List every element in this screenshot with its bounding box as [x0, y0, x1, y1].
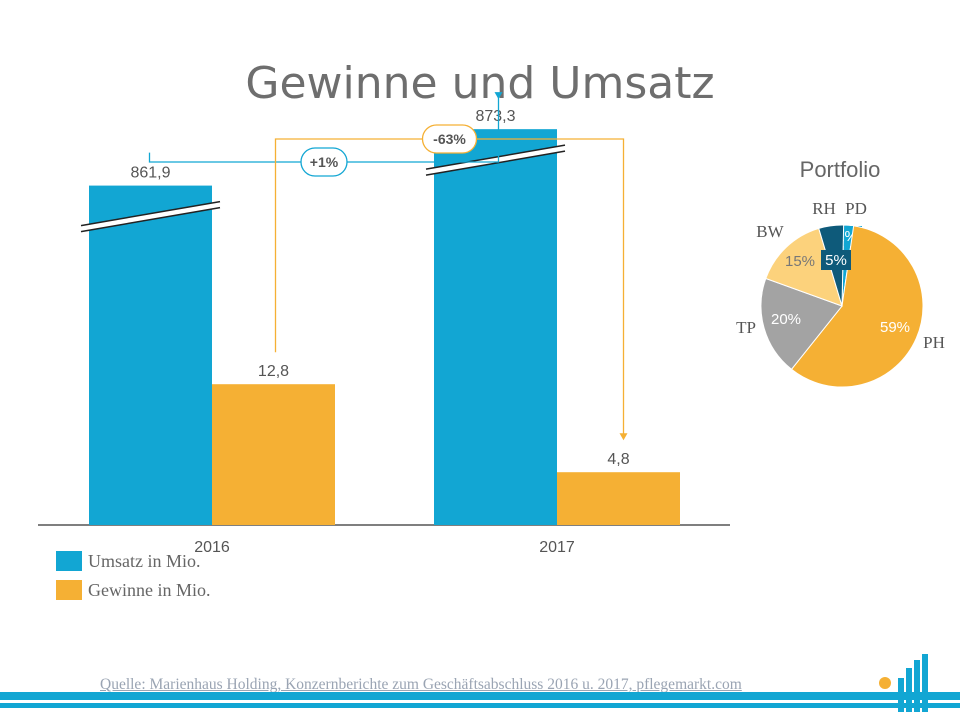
axis-break-line: [425, 150, 566, 176]
data-label: 4,8: [607, 451, 629, 468]
axis-break-gap: [426, 145, 565, 176]
pie-category-label: PH: [923, 333, 945, 352]
pie-slice-tp: [760, 277, 843, 371]
bar-gewinne-2016: [212, 384, 335, 525]
legend-label-umsatz: Umsatz in Mio.: [88, 551, 201, 571]
pie-value-label: 59%: [880, 319, 910, 336]
pie-title: Portfolio: [799, 157, 881, 182]
source-note: Quelle: Marienhaus Holding, Konzernberic…: [100, 676, 742, 693]
change-badge: [300, 147, 348, 177]
axis-break-line: [80, 206, 221, 233]
data-label: 873,3: [475, 108, 515, 125]
legend-swatch-umsatz: [56, 551, 82, 571]
pie-value-label: 20%: [771, 311, 801, 328]
pie-category-label: TP: [736, 318, 756, 337]
pie-slice-bw: [765, 227, 843, 307]
arrow-head-icon: [494, 92, 503, 100]
legend-swatch-gewinne: [56, 580, 82, 600]
pie-value-bg: [821, 250, 851, 270]
bar-gewinne-2017: [557, 472, 680, 525]
axis-break-line: [425, 144, 566, 170]
pie-value-label: 5%: [825, 252, 847, 269]
x-tick-label: 2016: [194, 539, 230, 556]
axis-break-line: [80, 200, 221, 227]
change-badge: [421, 124, 478, 154]
arrow-head-icon: [619, 433, 628, 441]
change-badge-label: +1%: [310, 154, 339, 170]
data-label: 12,8: [258, 363, 289, 380]
data-label: 861,9: [130, 165, 170, 182]
change-badge-label: -63%: [433, 131, 466, 147]
pie-category-label: BW: [756, 222, 784, 241]
bar-umsatz-2016: [89, 185, 212, 525]
pie-category-label: RH: [812, 199, 836, 218]
axis-break-gap: [81, 201, 220, 232]
pie-slice-ph: [790, 225, 924, 388]
bar-umsatz-2017: [434, 129, 557, 526]
x-tick-label: 2017: [539, 539, 575, 556]
pie-value-label: 15%: [785, 253, 815, 270]
chart-title: Gewinne und Umsatz: [245, 58, 715, 109]
legend-label-gewinne: Gewinne in Mio.: [88, 580, 211, 600]
pie-category-label: PD: [845, 199, 867, 218]
